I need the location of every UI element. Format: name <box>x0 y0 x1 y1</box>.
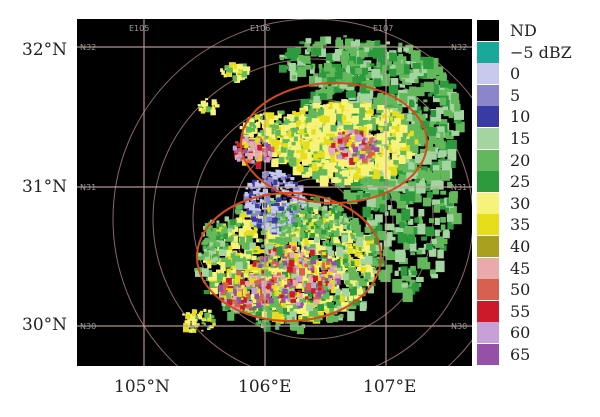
lon-label-106: 106°E <box>238 377 292 397</box>
legend-swatch <box>477 41 499 63</box>
grid-label-top: E105 <box>129 24 149 33</box>
legend-label: 45 <box>510 258 531 278</box>
radar-echoes <box>182 35 465 335</box>
grid-label-top: E107 <box>373 24 393 33</box>
legend-label: 35 <box>510 215 531 235</box>
legend-swatch <box>477 344 499 365</box>
legend-swatch <box>477 322 499 344</box>
storm-highlight-ellipse-upper <box>240 82 428 204</box>
grid-label-right: N32 <box>451 43 467 52</box>
legend-swatch <box>477 106 499 128</box>
range-ring <box>152 58 472 366</box>
lon-label-105: 105°N <box>114 377 170 397</box>
legend-label: 40 <box>510 237 531 256</box>
legend-label: −5 dBZ <box>510 42 572 62</box>
legend-swatch <box>477 236 499 257</box>
radar-map: E105 E106 E107 N32 N31 N30 N32 N31 N30 <box>77 19 472 366</box>
legend-swatch <box>477 171 499 193</box>
grid-label-right: N31 <box>451 183 467 192</box>
legend-label: 60 <box>510 323 531 343</box>
legend-swatch <box>477 257 499 279</box>
legend-label: 5 <box>510 85 521 105</box>
legend-label: 65 <box>510 345 531 364</box>
legend-swatch <box>477 20 499 41</box>
legend-label: 50 <box>510 280 531 300</box>
storm-highlight-ellipse-lower <box>196 192 382 322</box>
legend-label: 25 <box>510 172 531 192</box>
legend-swatch <box>477 149 499 171</box>
lon-label-107: 107°E <box>363 377 417 397</box>
legend-swatch <box>477 214 499 236</box>
range-ring <box>112 19 472 366</box>
grid-label-left: N31 <box>80 183 96 192</box>
legend-label: 15 <box>510 129 531 148</box>
legend-label: ND <box>510 21 537 40</box>
legend-label: 30 <box>510 193 531 213</box>
grid-label-right: N30 <box>451 322 467 331</box>
legend-swatch <box>477 128 499 149</box>
legend-label: 10 <box>510 107 531 127</box>
lat-label-31: 31°N <box>22 177 68 197</box>
lat-label-30: 30°N <box>22 315 68 335</box>
lat-lon-grid <box>77 19 472 366</box>
grid-label-top: E106 <box>250 24 270 33</box>
lat-label-32: 32°N <box>22 40 68 60</box>
legend-label: 55 <box>510 301 531 321</box>
legend-swatch <box>477 279 499 301</box>
grid-label-left: N32 <box>80 43 96 52</box>
legend-label: 0 <box>510 64 521 84</box>
legend-swatch <box>477 300 499 322</box>
legend-swatch <box>477 192 499 214</box>
legend-swatch <box>477 63 499 85</box>
legend-swatch <box>477 84 499 106</box>
legend-label: 20 <box>510 150 531 170</box>
grid-label-left: N30 <box>80 322 96 331</box>
